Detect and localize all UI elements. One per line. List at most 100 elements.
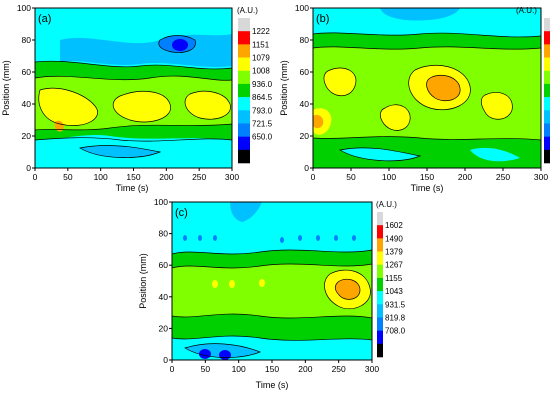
panel-b-colorbar-segment xyxy=(544,31,550,45)
panel-c-xtick-label: 0 xyxy=(170,364,175,374)
panel-a-xtick-label: 150 xyxy=(126,172,140,182)
panel-b-xtick-label: 300 xyxy=(534,172,548,182)
panel-c-colorbar-segment xyxy=(377,343,383,358)
panel-b-colorbar-segment xyxy=(544,70,550,85)
panel-a-xtick-label: 300 xyxy=(225,172,239,182)
panel-b-axes: 0 50 100 150 200 250 300 0 20 40 60 80 100 xyxy=(295,3,549,182)
panel-a-contour-lines xyxy=(35,35,232,158)
panel-a-colorbar-label: 1151 xyxy=(252,40,270,49)
panel-c-axes: 0 50 100 150 200 250 300 0 20 40 60 80 100 xyxy=(154,197,380,374)
panel-c-colorbar-segment xyxy=(377,225,383,239)
panel-a-ytick-label: 40 xyxy=(22,99,32,109)
panel-c-colorbar-label: 708.0 xyxy=(385,327,406,336)
panel-c-colorbar-segment xyxy=(377,291,383,305)
panel-c-colorbar-segment xyxy=(377,304,383,318)
panel-c-contour-fill xyxy=(172,202,372,360)
panel-a-colorbar-label: 1008 xyxy=(252,67,270,76)
panel-c-colorbar-segment xyxy=(377,212,383,226)
panel-b-xtick-label: 100 xyxy=(382,172,396,182)
panel-c-ytick-label: 20 xyxy=(159,323,169,333)
panel-c-xlabel: Time (s) xyxy=(256,380,289,390)
panel-a-ytick-label: 0 xyxy=(26,163,31,173)
panel-c-ytick-label: 0 xyxy=(163,355,168,365)
panel-c-colorbar-label: 1043 xyxy=(385,287,403,296)
panel-a-colorbar-label: 864.5 xyxy=(252,93,273,102)
panel-c-xtick-label: 150 xyxy=(265,364,279,374)
panel-b-colorbar-segment xyxy=(544,136,550,151)
panel-c: (c) 0 50 100 150 200 250 300 0 20 40 60 80 100 Time … xyxy=(138,197,406,390)
panel-b-ytick-label: 100 xyxy=(295,3,309,13)
panel-c-colorbar-label: 1490 xyxy=(385,234,403,243)
panel-b-xtick-label: 150 xyxy=(420,172,434,182)
panel-b-colorbar-title: (A.U.) xyxy=(516,6,537,15)
panel-b-xtick-label: 50 xyxy=(346,172,356,182)
panel-a-colorbar: 1222 1151 1079 1008 936.0 864.5 793.0 721.5 650.… xyxy=(238,18,273,164)
panel-a-colorbar-segment xyxy=(238,136,250,151)
panel-c-xtick-label: 250 xyxy=(332,364,346,374)
panel-c-yellow-dots xyxy=(212,279,265,288)
panel-c-colorbar-label: 1155 xyxy=(385,274,403,283)
panel-a-colorbar-label: 936.0 xyxy=(252,80,273,89)
panel-a-xlabel: Time (s) xyxy=(116,183,149,193)
panel-c-colorbar-label: 931.5 xyxy=(385,300,406,309)
panel-a-ytick-label: 20 xyxy=(22,131,32,141)
panel-a-colorbar-label: 1222 xyxy=(252,27,270,36)
panel-c-ytick-label: 100 xyxy=(154,197,168,207)
panel-a-ytick-label: 100 xyxy=(17,3,31,13)
panel-a-ytick-label: 80 xyxy=(22,35,32,45)
panel-c-xtick-label: 50 xyxy=(201,364,211,374)
panel-a: (a) 0 50 100 150 200 250 300 0 20 40 60 80 100 Time … xyxy=(1,3,273,193)
panel-a-colorbar-segment xyxy=(238,149,250,164)
panel-b-xtick-label: 0 xyxy=(311,172,316,182)
panel-b-colorbar-segment xyxy=(544,57,550,72)
panel-b-colorbar-segment xyxy=(544,110,550,124)
panel-a-xtick-label: 50 xyxy=(63,172,73,182)
panel-c-xtick-label: 300 xyxy=(365,364,379,374)
panel-b-colorbar-segment xyxy=(544,149,550,164)
panel-a-colorbar-label: 650.0 xyxy=(252,133,273,142)
panel-b-colorbar-segment xyxy=(544,97,550,111)
panel-c-ylabel: Position (mm) xyxy=(138,253,148,309)
panel-c-colorbar-label: 819.8 xyxy=(385,313,406,322)
panel-a-colorbar-title: (A.U.) xyxy=(237,6,258,15)
panel-a-colorbar-segment xyxy=(238,123,250,137)
panel-b-ytick-label: 40 xyxy=(300,99,310,109)
panel-a-ytick-label: 60 xyxy=(22,67,32,77)
panel-c-colorbar-segment xyxy=(377,251,383,266)
panel-b-colorbar-segment xyxy=(544,83,550,98)
panel-c-colorbar-title: (A.U.) xyxy=(376,200,397,209)
panel-a-colorbar-segment xyxy=(238,97,250,111)
panel-b-ytick-label: 80 xyxy=(300,35,310,45)
panel-c-colorbar-segment xyxy=(377,264,383,279)
panel-c-colorbar-segment xyxy=(377,330,383,345)
panel-a-xtick-label: 100 xyxy=(94,172,108,182)
panel-c-colorbar-label: 1602 xyxy=(385,221,403,230)
panel-c-blue-dots xyxy=(183,235,356,243)
panel-c-colorbar-segment xyxy=(377,238,383,252)
panel-a-colorbar-segment xyxy=(238,18,250,32)
panel-a-xtick-label: 200 xyxy=(159,172,173,182)
panel-a-ylabel: Position (mm) xyxy=(1,60,11,116)
panel-b-xtick-label: 200 xyxy=(458,172,472,182)
panel-c-colorbar-segment xyxy=(377,277,383,292)
panel-b-xlabel: Time (s) xyxy=(411,183,444,193)
panel-a-colorbar-label: 1079 xyxy=(252,54,270,63)
panel-b-contour-fill xyxy=(313,8,541,168)
panel-a-label: (a) xyxy=(38,13,51,25)
panel-b-label: (b) xyxy=(316,13,329,25)
panel-c-colorbar-segment xyxy=(377,317,383,331)
panel-c-colorbar: 1602 1490 1379 1267 1155 1043 931.5 819.8 708.0 xyxy=(377,212,406,358)
panel-b-colorbar-segment xyxy=(544,123,550,137)
panel-c-colorbar-label: 1267 xyxy=(385,261,403,270)
panel-a-colorbar-label: 793.0 xyxy=(252,106,273,115)
panel-b-ytick-label: 0 xyxy=(304,163,309,173)
panel-a-colorbar-segment xyxy=(238,57,250,72)
panel-b: (b) 0 50 100 150 200 250 300 0 20 40 60 80 100 Time … xyxy=(279,3,550,193)
panel-c-xtick-label: 200 xyxy=(298,364,312,374)
panel-c-contour-lines xyxy=(172,249,372,358)
panel-b-ytick-label: 60 xyxy=(300,67,310,77)
panel-a-contour-fill xyxy=(35,8,232,168)
panel-b-ylabel: Position (mm) xyxy=(279,60,289,116)
panel-a-xtick-label: 250 xyxy=(192,172,206,182)
